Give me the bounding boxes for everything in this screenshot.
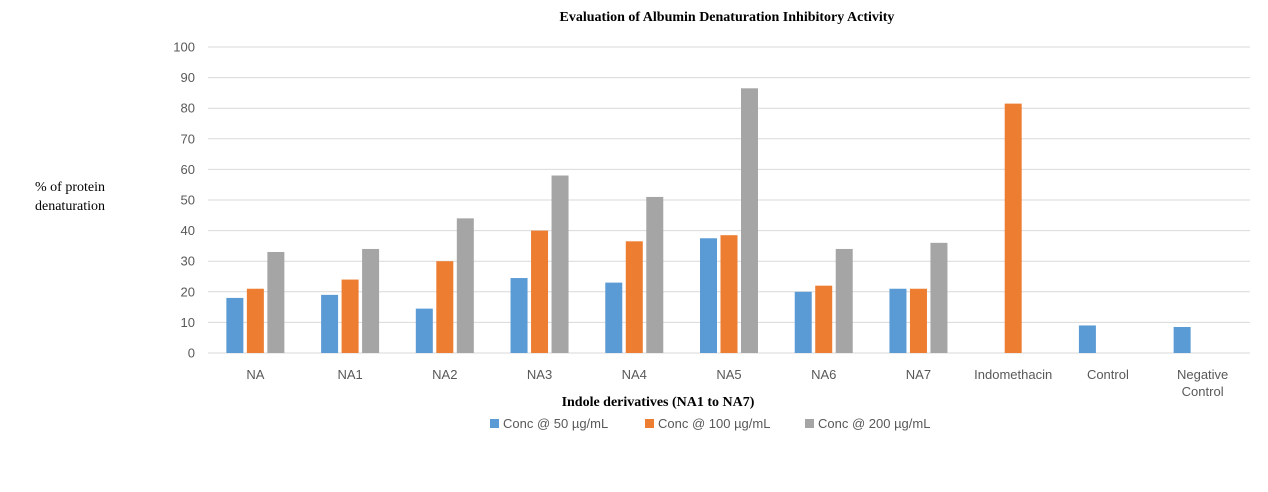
bar	[246, 288, 264, 353]
x-category-label: NA7	[906, 367, 931, 382]
x-axis-categories: NA NA1 NA2 NA3 NA4 NA5 NA6 NA7 Indomethacin Contr…	[246, 367, 1228, 399]
bar	[456, 218, 474, 353]
bar	[700, 238, 717, 353]
x-category-label: NA1	[337, 367, 362, 382]
legend-swatch	[805, 419, 814, 428]
y-axis-title: % of protein denaturation	[35, 180, 105, 214]
bar	[510, 278, 528, 353]
y-tick-label: 30	[181, 254, 195, 269]
y-tick-label: 50	[181, 193, 195, 208]
bar	[720, 235, 738, 353]
bar	[341, 279, 359, 353]
x-category-label: Indomethacin	[974, 367, 1052, 382]
legend-label: Conc @ 100 µg/mL	[658, 416, 770, 431]
bar	[646, 196, 664, 353]
bar	[226, 297, 244, 353]
bar	[815, 285, 833, 353]
y-tick-label: 0	[188, 346, 195, 361]
bar	[1173, 326, 1191, 353]
x-category-label: Control	[1087, 367, 1129, 382]
legend-label: Conc @ 200 µg/mL	[818, 416, 930, 431]
bar	[531, 230, 549, 353]
bar	[267, 252, 285, 353]
gridlines	[208, 46, 1250, 354]
x-category-label: Control	[1182, 384, 1224, 399]
y-tick-label: 10	[181, 315, 195, 330]
bar	[909, 288, 927, 353]
bar	[835, 248, 853, 353]
x-category-label: NA5	[716, 367, 741, 382]
x-category-label: NA6	[811, 367, 836, 382]
x-category-label: Negative	[1177, 367, 1228, 382]
legend: Conc @ 50 µg/mL Conc @ 100 µg/mL Conc @ 20…	[490, 416, 930, 431]
bar	[415, 308, 433, 353]
y-axis-title-line: denaturation	[35, 199, 105, 214]
y-axis-ticks: 0 10 20 30 40 50 60 70 80 90 100	[173, 40, 195, 361]
bar	[794, 291, 812, 353]
y-tick-label: 70	[181, 131, 195, 146]
legend-swatch	[645, 419, 654, 428]
bar	[1004, 103, 1022, 353]
y-axis-title-line: % of protein	[35, 180, 105, 195]
x-axis-title: Indole derivatives (NA1 to NA7)	[562, 395, 755, 410]
bars	[226, 88, 1191, 353]
bar	[551, 175, 569, 353]
x-category-label: NA3	[527, 367, 552, 382]
x-category-label: NA	[246, 367, 264, 382]
x-category-label: NA4	[622, 367, 647, 382]
legend-swatch	[490, 419, 499, 428]
bar	[436, 261, 454, 353]
y-tick-label: 80	[181, 101, 195, 116]
bar	[889, 288, 907, 353]
bar	[321, 294, 339, 353]
y-tick-label: 40	[181, 223, 195, 238]
bar	[1078, 325, 1096, 353]
bar	[605, 282, 623, 353]
y-tick-label: 90	[181, 70, 195, 85]
x-category-label: NA2	[432, 367, 457, 382]
y-tick-label: 60	[181, 162, 195, 177]
chart-title: Evaluation of Albumin Denaturation Inhib…	[560, 10, 895, 25]
y-tick-label: 100	[173, 40, 195, 55]
bar	[930, 242, 948, 353]
bar	[362, 248, 380, 353]
y-tick-label: 20	[181, 284, 195, 299]
bar	[625, 241, 643, 353]
legend-label: Conc @ 50 µg/mL	[503, 416, 608, 431]
bar	[741, 88, 758, 353]
